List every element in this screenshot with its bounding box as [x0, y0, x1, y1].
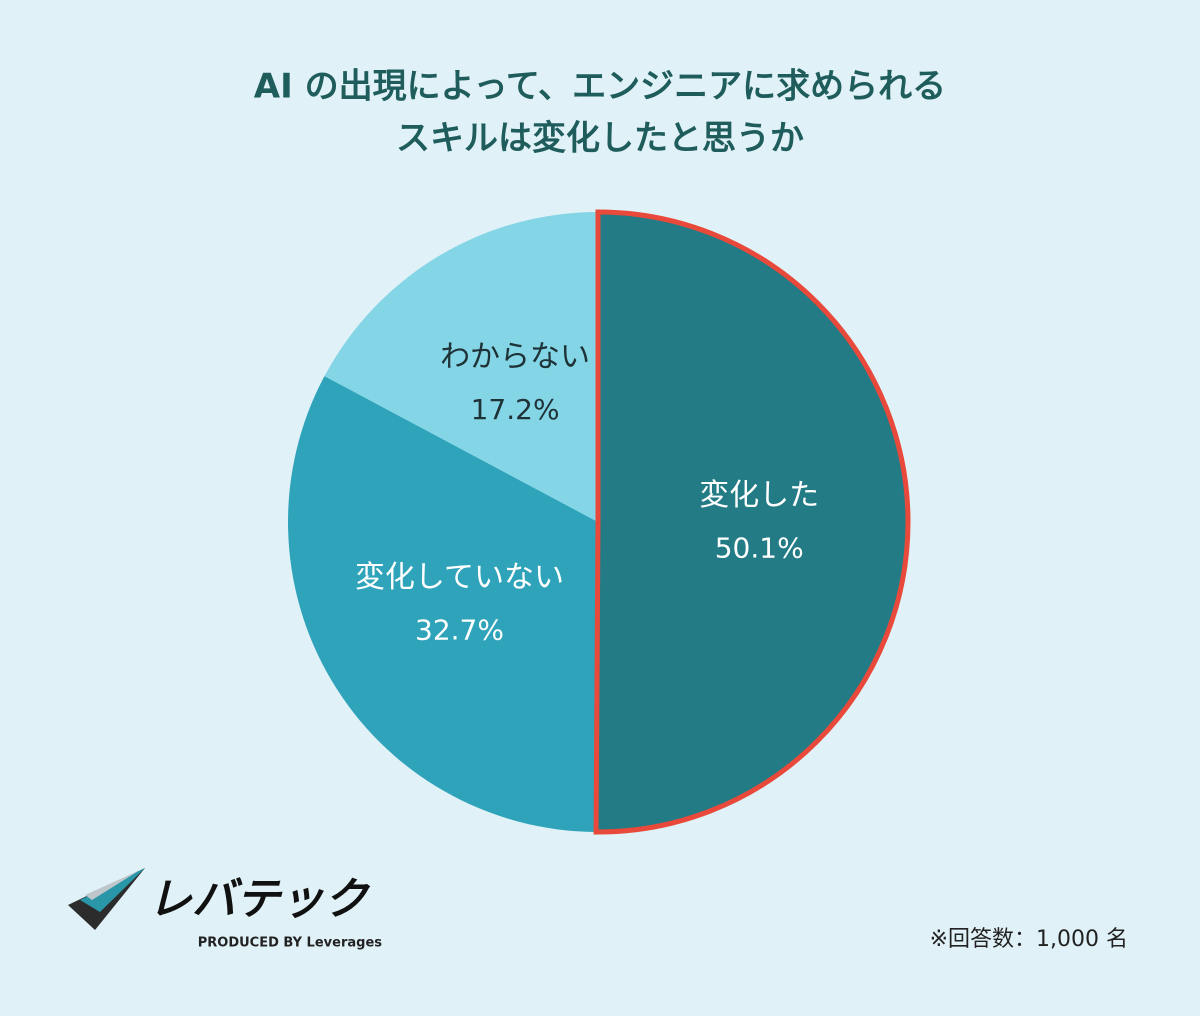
pie-slice [324, 212, 598, 522]
value-label: 50.1% [715, 532, 804, 565]
pie-slice [287, 376, 598, 832]
slice-label: 変化した [699, 478, 819, 513]
logo-mark [80, 868, 145, 912]
slice-label: 変化していない [355, 560, 564, 595]
logo: レバテック PRODUCED BY Leverages [68, 868, 382, 951]
pie-slice [596, 212, 909, 832]
value-label: 17.2% [471, 393, 560, 426]
chart-title: AI の出現によって、エンジニアに求められる [254, 67, 946, 107]
logo-mark [85, 870, 140, 900]
logo-tagline: PRODUCED BY Leverages [198, 936, 383, 951]
slice-label: わからない [440, 339, 590, 374]
footnote: ※回答数：1,000 名 [930, 927, 1128, 952]
chart-title: スキルは変化したと思うか [396, 119, 804, 159]
logo-name: レバテック [148, 874, 371, 925]
slice-highlight [593, 209, 911, 835]
value-label: 32.7% [415, 613, 504, 646]
